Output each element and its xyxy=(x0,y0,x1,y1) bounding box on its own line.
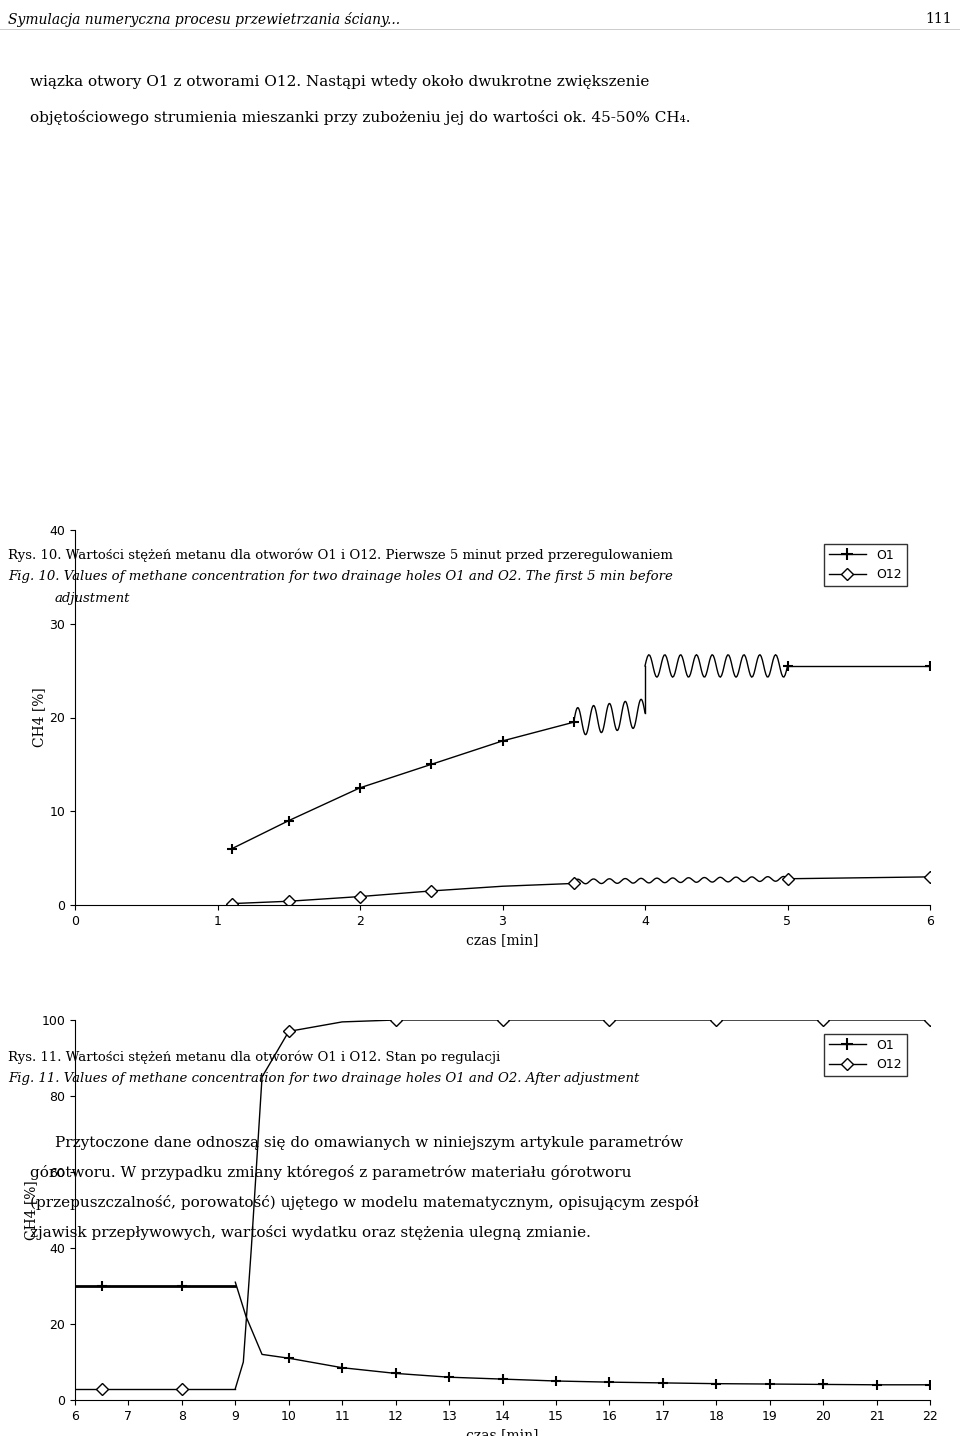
Text: górotworu. W przypadku zmiany któregoś z parametrów materiału górotworu: górotworu. W przypadku zmiany któregoś z… xyxy=(30,1165,632,1180)
Text: Fig. 11. Values of methane concentration for two drainage holes O1 and O2. After: Fig. 11. Values of methane concentration… xyxy=(8,1073,639,1086)
Text: zjawisk przepływowych, wartości wydatku oraz stężenia ulegną zmianie.: zjawisk przepływowych, wartości wydatku … xyxy=(30,1225,590,1241)
Text: 111: 111 xyxy=(925,11,952,26)
Legend: O1, O12: O1, O12 xyxy=(824,1034,906,1076)
Text: adjustment: adjustment xyxy=(55,592,131,605)
Y-axis label: CH4 [%]: CH4 [%] xyxy=(33,688,47,747)
Text: Przytoczone dane odnoszą się do omawianych w niniejszym artykule parametrów: Przytoczone dane odnoszą się do omawiany… xyxy=(55,1134,684,1150)
Text: Fig. 10. Values of methane concentration for two drainage holes O1 and O2. The f: Fig. 10. Values of methane concentration… xyxy=(8,570,673,583)
X-axis label: czas [min]: czas [min] xyxy=(467,1429,539,1436)
Text: (przepuszczalność, porowatość) ujętego w modelu matematycznym, opisującym zespół: (przepuszczalność, porowatość) ujętego w… xyxy=(30,1195,699,1211)
Text: wiązka otwory O1 z otworami O12. Nastąpi wtedy około dwukrotne zwiększenie: wiązka otwory O1 z otworami O12. Nastąpi… xyxy=(30,75,649,89)
Text: objętościowego strumienia mieszanki przy zubożeniu jej do wartości ok. 45-50% CH: objętościowego strumienia mieszanki przy… xyxy=(30,111,690,125)
Legend: O1, O12: O1, O12 xyxy=(824,544,906,586)
X-axis label: czas [min]: czas [min] xyxy=(467,933,539,948)
Text: Symulacja numeryczna procesu przewietrzania ściany...: Symulacja numeryczna procesu przewietrza… xyxy=(8,11,400,27)
Text: Rys. 11. Wartości stężeń metanu dla otworów O1 i O12. Stan po regulacji: Rys. 11. Wartości stężeń metanu dla otwo… xyxy=(8,1050,500,1064)
Text: Rys. 10. Wartości stężeń metanu dla otworów O1 i O12. Pierwsze 5 minut przed prz: Rys. 10. Wartości stężeń metanu dla otwo… xyxy=(8,549,673,561)
Y-axis label: CH4 [%]: CH4 [%] xyxy=(25,1180,38,1239)
